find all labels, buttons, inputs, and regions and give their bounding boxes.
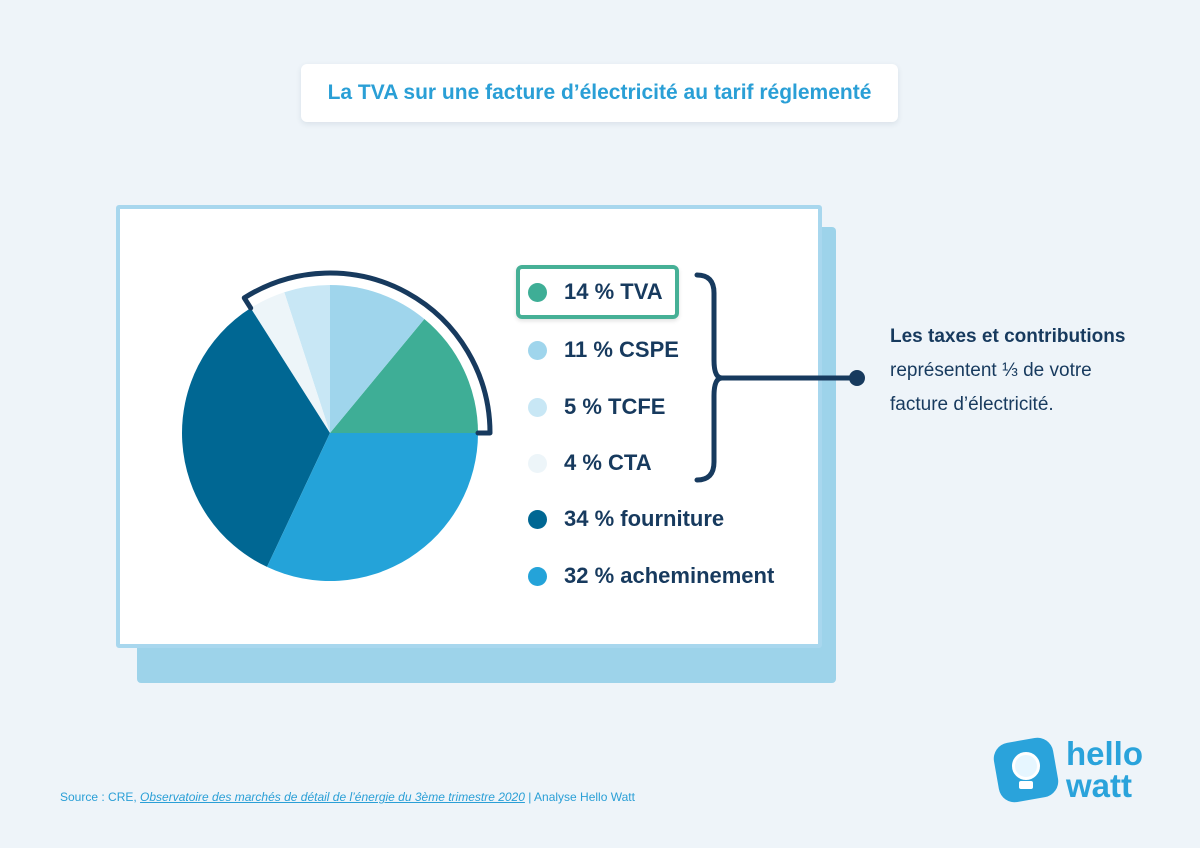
legend-item-3: 4 % CTA (528, 443, 652, 483)
source-note: Source : CRE, Observatoire des marchés d… (60, 790, 635, 804)
pie-slice-1 (330, 285, 425, 433)
lightbulb-icon (1012, 752, 1040, 780)
legend-dot (528, 340, 547, 360)
hello-watt-logo: hello watt (991, 735, 1156, 808)
tax-bracket (694, 272, 723, 483)
legend-label: 5 % TCFE (564, 394, 666, 419)
callout-strong: Les taxes et contributions (890, 326, 1126, 347)
page-title: La TVA sur une facture d’électricité au … (327, 81, 872, 104)
legend-label: 34 % fourniture (564, 506, 725, 531)
legend-item-5: 32 % acheminement (528, 556, 774, 596)
source-link[interactable]: Observatoire des marchés de détail de l’… (140, 790, 525, 804)
callout-line-2: représentent ⅓ de votre (890, 360, 1092, 381)
legend-dot (528, 509, 547, 529)
logo-line-2: watt (1066, 767, 1132, 804)
lightbulb-base (1019, 781, 1033, 789)
pie-slice-3 (250, 292, 330, 433)
legend-item-0: 14 % TVA (516, 265, 679, 319)
legend-label: 14 % TVA (564, 279, 663, 304)
source-suffix: | Analyse Hello Watt (524, 790, 635, 804)
logo-line-1: hello (1066, 735, 1144, 772)
legend-item-4: 34 % fourniture (528, 499, 724, 539)
legend-dot (528, 397, 547, 417)
tax-outline-arc (241, 270, 493, 436)
source-prefix: Source : CRE, (60, 790, 141, 804)
pie-slice-0 (330, 318, 478, 433)
legend-dot (528, 282, 547, 302)
pie-slice-5 (266, 433, 478, 582)
logo-text: hello watt (1066, 735, 1144, 804)
title-box: La TVA sur une facture d’électricité au … (301, 64, 898, 122)
legend-label: 32 % acheminement (564, 563, 775, 588)
legend-label: 11 % CSPE (564, 337, 679, 362)
legend-item-2: 5 % TCFE (528, 387, 665, 427)
legend-label: 4 % CTA (564, 450, 652, 475)
callout: Les taxes et contributions représentent … (890, 320, 1180, 422)
callout-line-3: facture d’électricité. (890, 394, 1054, 415)
pie-slice-2 (284, 285, 330, 433)
pie-slice-4 (181, 308, 330, 567)
callout-dot (849, 370, 865, 386)
legend-dot (528, 566, 547, 586)
legend-dot (528, 453, 547, 473)
legend-item-1: 11 % CSPE (528, 330, 679, 370)
